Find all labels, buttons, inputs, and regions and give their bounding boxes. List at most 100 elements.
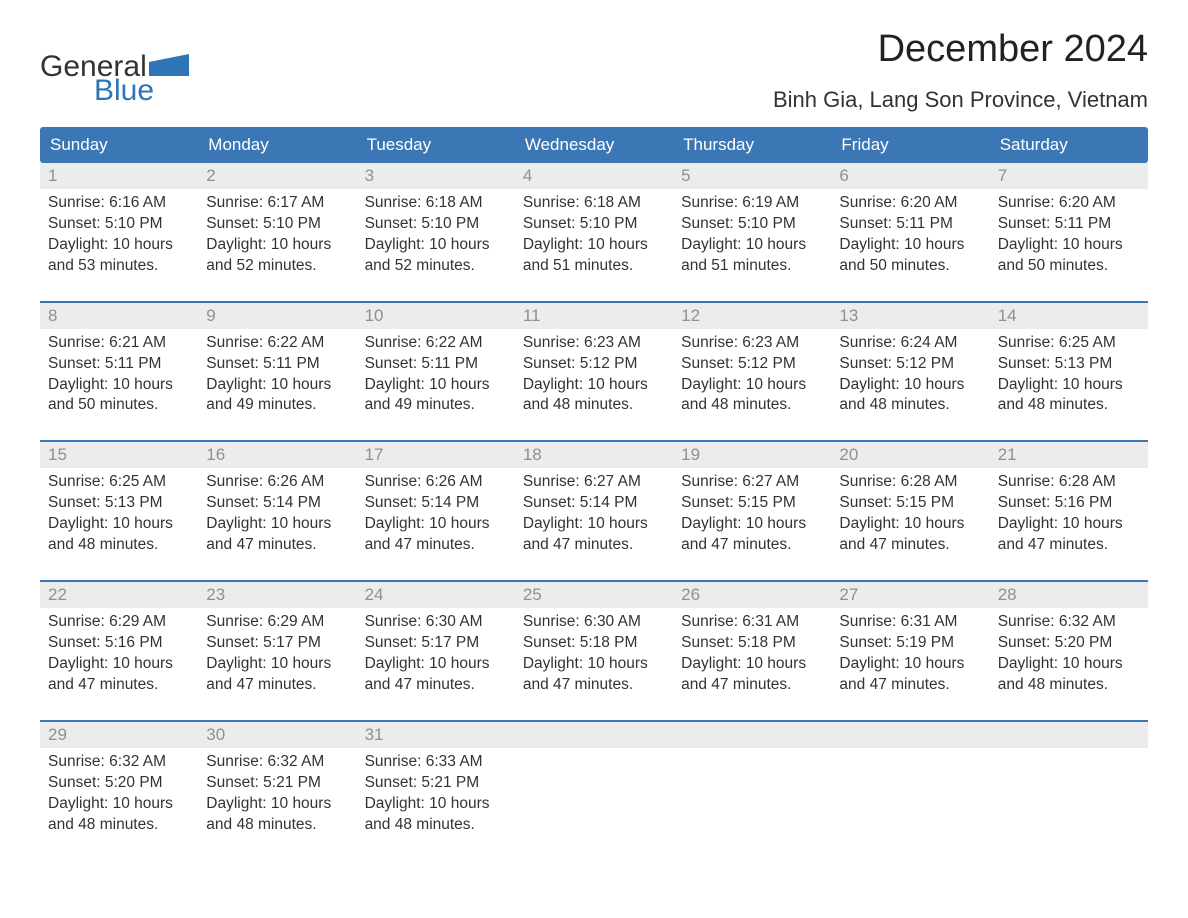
day-cell: Sunrise: 6:23 AMSunset: 5:12 PMDaylight:… [673, 329, 831, 421]
day-number [831, 722, 989, 748]
daylight-text: Daylight: 10 hours and 47 minutes. [839, 654, 981, 696]
week-row: 22232425262728Sunrise: 6:29 AMSunset: 5:… [40, 580, 1148, 700]
day-cell: Sunrise: 6:24 AMSunset: 5:12 PMDaylight:… [831, 329, 989, 421]
day-header-thu: Thursday [673, 127, 831, 163]
day-header-tue: Tuesday [357, 127, 515, 163]
sunrise-text: Sunrise: 6:28 AM [839, 472, 981, 493]
sunset-text: Sunset: 5:14 PM [523, 493, 665, 514]
day-body-row: Sunrise: 6:29 AMSunset: 5:16 PMDaylight:… [40, 608, 1148, 700]
day-cell: Sunrise: 6:31 AMSunset: 5:18 PMDaylight:… [673, 608, 831, 700]
day-number: 12 [673, 303, 831, 329]
sunset-text: Sunset: 5:20 PM [48, 773, 190, 794]
sunrise-text: Sunrise: 6:23 AM [681, 333, 823, 354]
day-body-row: Sunrise: 6:21 AMSunset: 5:11 PMDaylight:… [40, 329, 1148, 421]
sunset-text: Sunset: 5:12 PM [839, 354, 981, 375]
day-header-sun: Sunday [40, 127, 198, 163]
day-cell: Sunrise: 6:17 AMSunset: 5:10 PMDaylight:… [198, 189, 356, 281]
day-cell: Sunrise: 6:19 AMSunset: 5:10 PMDaylight:… [673, 189, 831, 281]
week-row: 293031Sunrise: 6:32 AMSunset: 5:20 PMDay… [40, 720, 1148, 840]
sunrise-text: Sunrise: 6:29 AM [48, 612, 190, 633]
day-number: 11 [515, 303, 673, 329]
daylight-text: Daylight: 10 hours and 47 minutes. [839, 514, 981, 556]
sunset-text: Sunset: 5:14 PM [206, 493, 348, 514]
sunset-text: Sunset: 5:18 PM [681, 633, 823, 654]
day-number-row: 22232425262728 [40, 582, 1148, 608]
daylight-text: Daylight: 10 hours and 47 minutes. [365, 654, 507, 696]
sunrise-text: Sunrise: 6:30 AM [365, 612, 507, 633]
day-cell [990, 748, 1148, 840]
sunset-text: Sunset: 5:20 PM [998, 633, 1140, 654]
daylight-text: Daylight: 10 hours and 48 minutes. [48, 794, 190, 836]
sunset-text: Sunset: 5:11 PM [998, 214, 1140, 235]
day-number: 20 [831, 442, 989, 468]
daylight-text: Daylight: 10 hours and 50 minutes. [839, 235, 981, 277]
day-cell [673, 748, 831, 840]
day-cell: Sunrise: 6:27 AMSunset: 5:14 PMDaylight:… [515, 468, 673, 560]
day-cell: Sunrise: 6:32 AMSunset: 5:20 PMDaylight:… [40, 748, 198, 840]
sunrise-text: Sunrise: 6:17 AM [206, 193, 348, 214]
day-number: 28 [990, 582, 1148, 608]
daylight-text: Daylight: 10 hours and 47 minutes. [523, 654, 665, 696]
day-number: 23 [198, 582, 356, 608]
day-cell: Sunrise: 6:26 AMSunset: 5:14 PMDaylight:… [198, 468, 356, 560]
day-cell: Sunrise: 6:20 AMSunset: 5:11 PMDaylight:… [990, 189, 1148, 281]
day-number: 26 [673, 582, 831, 608]
day-number: 25 [515, 582, 673, 608]
sunrise-text: Sunrise: 6:33 AM [365, 752, 507, 773]
day-number-row: 293031 [40, 722, 1148, 748]
sunset-text: Sunset: 5:11 PM [48, 354, 190, 375]
sunrise-text: Sunrise: 6:29 AM [206, 612, 348, 633]
daylight-text: Daylight: 10 hours and 47 minutes. [206, 514, 348, 556]
sunrise-text: Sunrise: 6:32 AM [998, 612, 1140, 633]
sunset-text: Sunset: 5:18 PM [523, 633, 665, 654]
sunset-text: Sunset: 5:10 PM [48, 214, 190, 235]
day-number: 13 [831, 303, 989, 329]
sunset-text: Sunset: 5:11 PM [839, 214, 981, 235]
day-header-wed: Wednesday [515, 127, 673, 163]
day-cell: Sunrise: 6:26 AMSunset: 5:14 PMDaylight:… [357, 468, 515, 560]
sunrise-text: Sunrise: 6:31 AM [681, 612, 823, 633]
sunrise-text: Sunrise: 6:20 AM [998, 193, 1140, 214]
daylight-text: Daylight: 10 hours and 48 minutes. [48, 514, 190, 556]
day-cell: Sunrise: 6:20 AMSunset: 5:11 PMDaylight:… [831, 189, 989, 281]
logo-word-blue: Blue [94, 76, 189, 106]
day-number: 31 [357, 722, 515, 748]
daylight-text: Daylight: 10 hours and 52 minutes. [365, 235, 507, 277]
sunrise-text: Sunrise: 6:22 AM [206, 333, 348, 354]
week-row: 1234567Sunrise: 6:16 AMSunset: 5:10 PMDa… [40, 163, 1148, 281]
day-number: 9 [198, 303, 356, 329]
sunrise-text: Sunrise: 6:31 AM [839, 612, 981, 633]
day-header-fri: Friday [831, 127, 989, 163]
sunset-text: Sunset: 5:15 PM [681, 493, 823, 514]
sunrise-text: Sunrise: 6:32 AM [206, 752, 348, 773]
week-row: 891011121314Sunrise: 6:21 AMSunset: 5:11… [40, 301, 1148, 421]
sunrise-text: Sunrise: 6:26 AM [206, 472, 348, 493]
day-number [673, 722, 831, 748]
sunrise-text: Sunrise: 6:25 AM [998, 333, 1140, 354]
day-number: 17 [357, 442, 515, 468]
day-cell: Sunrise: 6:33 AMSunset: 5:21 PMDaylight:… [357, 748, 515, 840]
day-header-row: Sunday Monday Tuesday Wednesday Thursday… [40, 127, 1148, 163]
day-header-mon: Monday [198, 127, 356, 163]
daylight-text: Daylight: 10 hours and 48 minutes. [839, 375, 981, 417]
day-cell: Sunrise: 6:16 AMSunset: 5:10 PMDaylight:… [40, 189, 198, 281]
daylight-text: Daylight: 10 hours and 53 minutes. [48, 235, 190, 277]
sunrise-text: Sunrise: 6:24 AM [839, 333, 981, 354]
day-number [990, 722, 1148, 748]
sunset-text: Sunset: 5:16 PM [998, 493, 1140, 514]
day-number: 5 [673, 163, 831, 189]
day-number: 24 [357, 582, 515, 608]
sunrise-text: Sunrise: 6:22 AM [365, 333, 507, 354]
sunset-text: Sunset: 5:13 PM [998, 354, 1140, 375]
sunset-text: Sunset: 5:17 PM [206, 633, 348, 654]
daylight-text: Daylight: 10 hours and 48 minutes. [681, 375, 823, 417]
sunrise-text: Sunrise: 6:30 AM [523, 612, 665, 633]
day-number: 15 [40, 442, 198, 468]
day-cell: Sunrise: 6:31 AMSunset: 5:19 PMDaylight:… [831, 608, 989, 700]
sunrise-text: Sunrise: 6:16 AM [48, 193, 190, 214]
sunset-text: Sunset: 5:12 PM [681, 354, 823, 375]
day-number [515, 722, 673, 748]
sunset-text: Sunset: 5:21 PM [365, 773, 507, 794]
day-cell: Sunrise: 6:18 AMSunset: 5:10 PMDaylight:… [515, 189, 673, 281]
sunset-text: Sunset: 5:10 PM [681, 214, 823, 235]
